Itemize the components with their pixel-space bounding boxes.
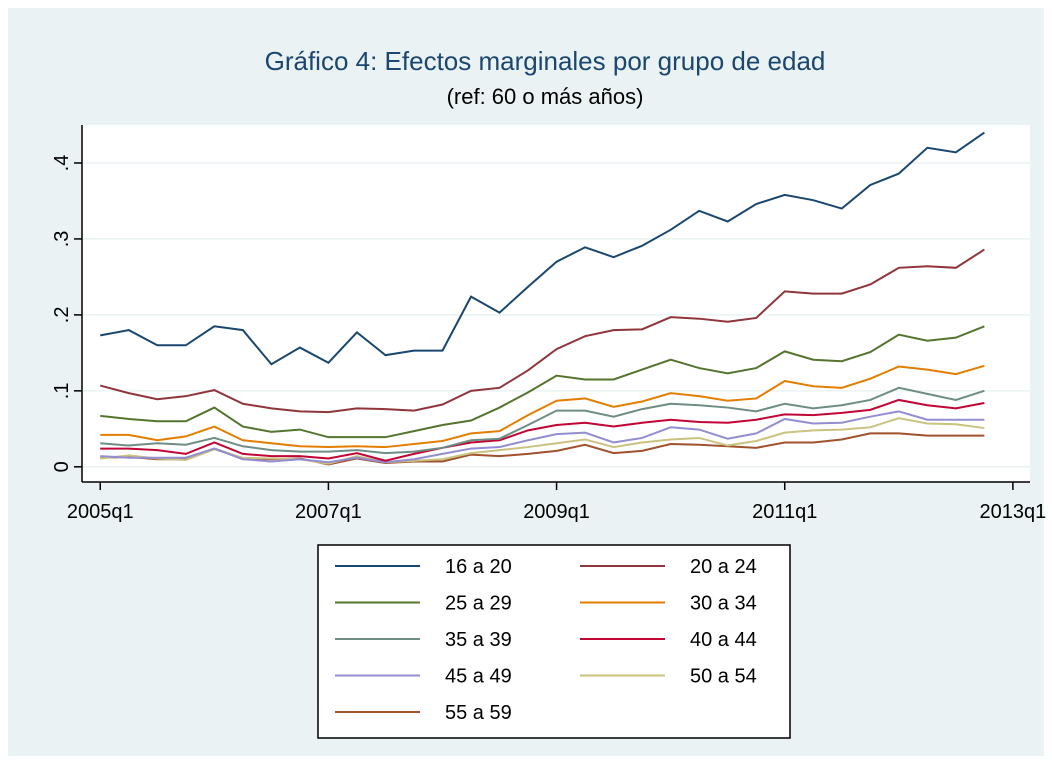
y-tick-label: .1	[51, 383, 73, 400]
legend-label: 50 a 54	[690, 666, 757, 688]
legend-label: 16 a 20	[445, 556, 512, 578]
series-line	[100, 131, 985, 366]
legend-label: 30 a 34	[690, 593, 757, 615]
legend-label: 55 a 59	[445, 702, 512, 724]
series-line	[100, 410, 985, 464]
series-line	[100, 325, 985, 439]
chart-title: Gráfico 4: Efectos marginales por grupo …	[265, 46, 826, 76]
lines	[99, 131, 985, 466]
series-line	[100, 386, 985, 455]
series-line	[99, 248, 985, 414]
legend-label: 40 a 44	[690, 629, 757, 651]
series-line	[100, 364, 985, 449]
chart-subtitle: (ref: 60 o más años)	[447, 84, 644, 109]
x-tick-label: 2005q1	[67, 501, 134, 523]
legend-label: 25 a 29	[445, 593, 512, 615]
series-line	[100, 417, 985, 465]
legend-label: 20 a 24	[690, 556, 757, 578]
y-tick-label: .3	[51, 231, 73, 248]
series-line	[100, 398, 985, 462]
y-tick-label: .2	[51, 307, 73, 324]
x-tick-label: 2009q1	[523, 501, 590, 523]
y-tick-label: .4	[51, 155, 73, 172]
x-tick-label: 2011q1	[752, 501, 817, 523]
legend-label: 45 a 49	[445, 666, 512, 688]
legend-label: 35 a 39	[445, 629, 512, 651]
y-tick-label: 0	[51, 461, 73, 472]
x-tick-label: 2007q1	[295, 501, 362, 523]
grid	[82, 162, 1030, 468]
legend	[317, 544, 791, 739]
x-tick-label: 2013q1	[980, 501, 1047, 523]
